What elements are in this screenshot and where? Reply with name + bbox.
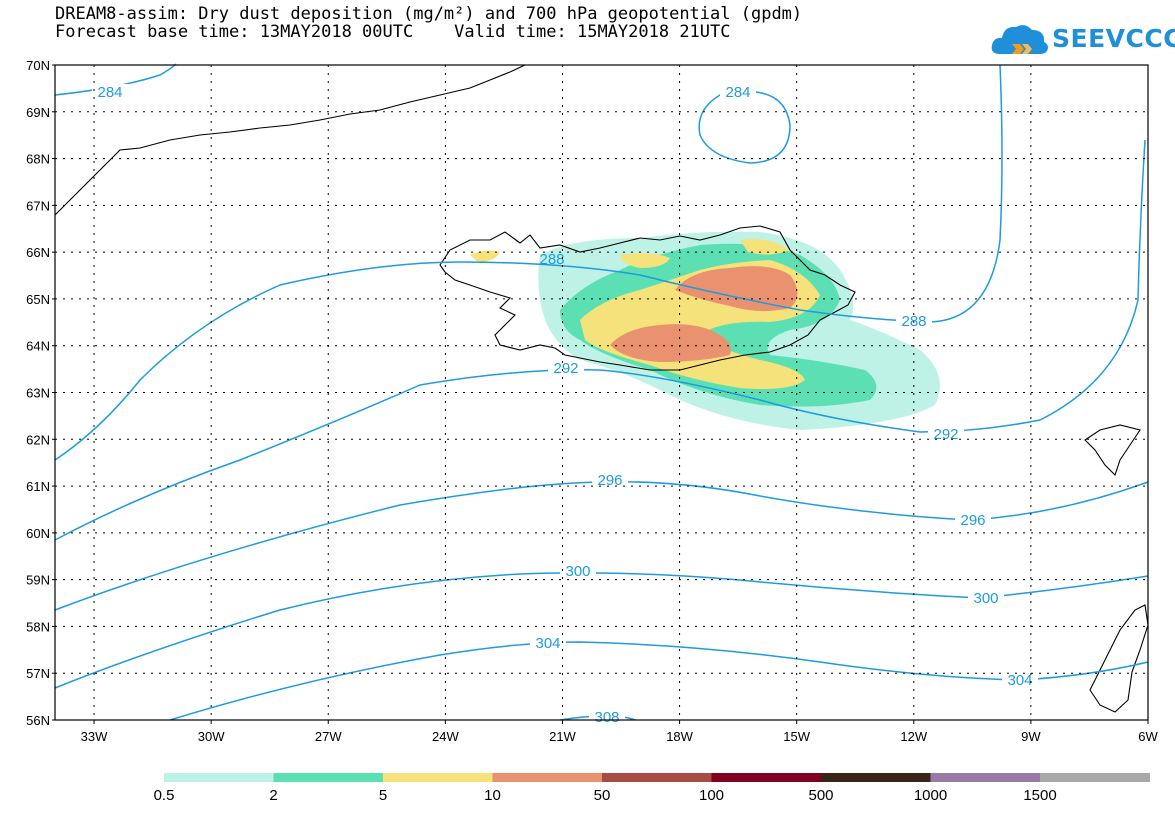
lon-tick-label: 6W: [1138, 729, 1158, 744]
contour-label: 288: [539, 251, 564, 268]
lon-tick-label: 30W: [198, 729, 225, 744]
lat-tick-label: 70N: [26, 58, 50, 73]
legend-swatch: [711, 773, 822, 782]
legend-label: 100: [699, 787, 724, 804]
contour-label: 300: [565, 563, 590, 580]
contour-label: 296: [597, 472, 622, 489]
lat-tick-label: 67N: [26, 198, 50, 213]
lon-tick-label: 33W: [81, 729, 108, 744]
legend-swatch: [164, 773, 274, 782]
lon-tick-label: 9W: [1021, 729, 1041, 744]
contour-label: 304: [1007, 672, 1032, 689]
lat-tick-label: 68N: [26, 152, 50, 167]
legend-label: 1000: [914, 787, 947, 804]
contour-label: 284: [725, 84, 750, 101]
lat-tick-label: 65N: [26, 292, 50, 307]
map-title: DREAM8-assim: Dry dust deposition (mg/m²…: [55, 4, 803, 24]
contour-label: 300: [973, 590, 998, 607]
axis-tick-labels: 70N 69N 68N 67N 66N 65N 64N 63N 62N 61N 60N 59N 58N 5…: [26, 58, 1158, 744]
legend-label: 1500: [1023, 787, 1056, 804]
lat-tick-label: 56N: [26, 713, 50, 728]
legend-label: 50: [594, 787, 611, 804]
lat-tick-label: 64N: [26, 339, 50, 354]
lat-tick-label: 63N: [26, 386, 50, 401]
lat-tick-label: 69N: [26, 105, 50, 120]
lon-tick-label: 27W: [315, 729, 342, 744]
legend-swatch: [492, 773, 603, 782]
contour-label: 296: [960, 512, 985, 529]
legend-label: 10: [484, 787, 501, 804]
legend-swatch: [821, 773, 931, 782]
forecast-time-line: Forecast base time: 13MAY2018 00UTC Vali…: [55, 22, 731, 42]
lon-tick-label: 18W: [666, 729, 693, 744]
contour-label: 292: [933, 426, 958, 443]
lat-tick-label: 59N: [26, 573, 50, 588]
legend-label: 2: [269, 787, 277, 804]
legend-label: 500: [808, 787, 833, 804]
legend-swatch: [930, 773, 1041, 782]
lat-tick-label: 61N: [26, 479, 50, 494]
lon-tick-label: 12W: [900, 729, 927, 744]
legend-swatch: [602, 773, 712, 782]
seevccc-logo: SEEVCCC: [990, 18, 1175, 60]
graticule: [55, 65, 1148, 720]
lon-tick-label: 15W: [783, 729, 810, 744]
cloud-chevron-icon: [991, 25, 1048, 54]
coastlines: [54, 64, 1149, 713]
lat-tick-label: 58N: [26, 619, 50, 634]
contour-label: 284: [97, 84, 122, 101]
legend-swatch: [273, 773, 384, 782]
lat-tick-label: 66N: [26, 245, 50, 260]
lon-tick-label: 24W: [432, 729, 459, 744]
logo-text: SEEVCCC: [1052, 24, 1175, 53]
legend-label: 5: [379, 787, 387, 804]
contour-label: 308: [594, 709, 619, 726]
dust-shading: [470, 231, 940, 430]
lat-tick-label: 57N: [26, 666, 50, 681]
contour-label: 304: [535, 635, 560, 652]
lat-tick-label: 62N: [26, 432, 50, 447]
lon-tick-label: 21W: [549, 729, 576, 744]
color-legend: 0.5 2 5 10 50 100 500 1000 1500: [154, 773, 1150, 804]
lat-tick-label: 60N: [26, 526, 50, 541]
legend-label: 0.5: [154, 787, 175, 804]
legend-swatch: [1040, 773, 1150, 782]
contour-label: 292: [553, 360, 578, 377]
legend-swatch: [383, 773, 493, 782]
